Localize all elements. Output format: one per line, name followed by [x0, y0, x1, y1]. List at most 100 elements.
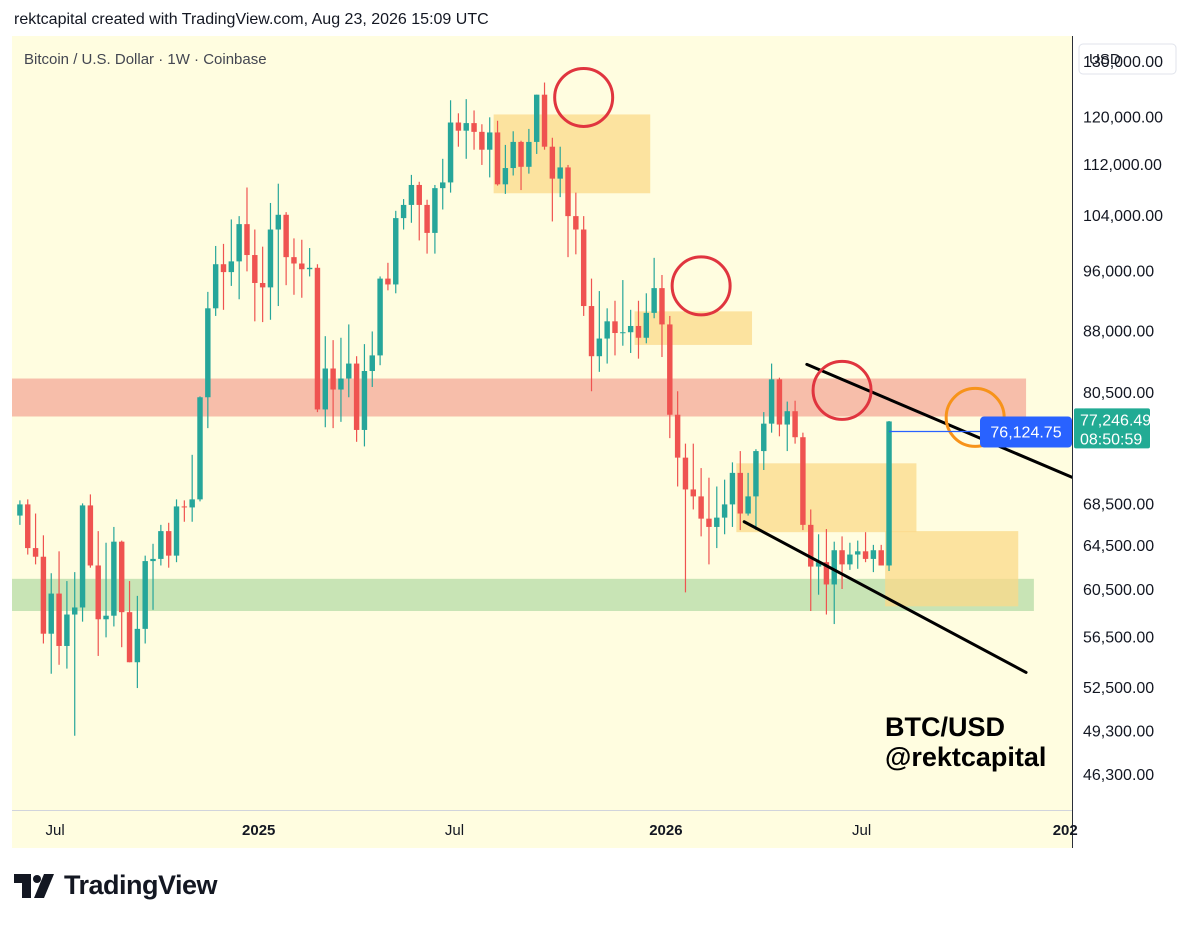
candle-body	[549, 146, 556, 179]
candle	[259, 246, 266, 323]
candle	[776, 377, 783, 437]
candle	[447, 100, 454, 193]
chart-frame[interactable]: Bitcoin / U.S. Dollar · 1W · Coinbase BTC…	[12, 36, 1186, 848]
candle	[64, 581, 70, 669]
candle-body	[886, 421, 892, 566]
candle	[518, 140, 524, 191]
candle-body	[118, 541, 125, 613]
candle-body	[369, 355, 375, 372]
candle-body	[400, 204, 407, 219]
candle	[432, 184, 438, 254]
candle	[886, 420, 892, 572]
candle-body	[283, 214, 289, 258]
candle-body	[878, 550, 884, 566]
candle-body	[205, 308, 211, 398]
candle-body	[526, 141, 532, 167]
candle	[635, 300, 642, 359]
candle	[267, 202, 274, 320]
candle	[322, 336, 328, 428]
candle	[800, 432, 806, 531]
candle	[533, 94, 540, 154]
candle	[721, 479, 728, 535]
candle	[87, 494, 94, 568]
y-tick-label: 52,500.00	[1083, 680, 1154, 697]
candle	[471, 110, 477, 150]
candle-body	[361, 371, 368, 430]
chart-caption: rektcapital created with TradingView.com…	[14, 11, 489, 28]
candle-body	[212, 264, 219, 309]
x-tick-label: Jul	[852, 822, 871, 839]
candle	[306, 248, 313, 277]
candle-body	[753, 451, 759, 497]
candle	[181, 500, 188, 522]
candle	[737, 451, 743, 531]
candle	[620, 280, 626, 346]
candle	[588, 278, 595, 392]
highlight-circle	[811, 359, 873, 421]
candle	[385, 262, 391, 291]
candle-body	[236, 224, 242, 262]
candle-body	[314, 267, 321, 410]
candle	[189, 454, 195, 522]
candle-body	[721, 504, 728, 518]
candle-body	[557, 167, 563, 179]
candle	[674, 391, 681, 487]
candle	[165, 522, 172, 568]
candle	[878, 544, 884, 566]
candle-body	[823, 562, 830, 585]
candle	[839, 536, 845, 589]
candle	[643, 293, 650, 344]
consolidation-box	[493, 114, 651, 194]
candle-body	[604, 321, 610, 339]
candle	[753, 449, 759, 531]
candle-body	[487, 132, 493, 150]
candle-body	[103, 615, 109, 620]
candle	[48, 573, 54, 674]
candle-body	[768, 379, 775, 424]
candle-body	[502, 168, 509, 185]
candle	[612, 300, 618, 356]
trendline	[742, 520, 1028, 674]
tradingview-logo-icon	[14, 873, 54, 898]
candle	[228, 219, 235, 286]
candle-body	[627, 325, 634, 333]
plot-area	[12, 66, 1072, 736]
time-axis-background	[12, 810, 1072, 848]
candle	[502, 144, 509, 194]
candle-body	[674, 414, 681, 458]
candle-body	[800, 437, 806, 525]
candle-body	[48, 593, 54, 634]
candle-body	[377, 278, 383, 356]
candle	[150, 543, 156, 610]
candle-body	[17, 504, 23, 516]
candle	[353, 356, 360, 442]
candle	[557, 146, 563, 198]
candle	[126, 581, 133, 663]
y-tick-label: 88,000.00	[1083, 323, 1154, 340]
consolidation-box	[634, 311, 753, 345]
candle-body	[306, 267, 313, 270]
candle	[815, 534, 822, 595]
candle	[400, 199, 407, 230]
currency-button[interactable]: USD	[1089, 51, 1121, 68]
candle	[17, 500, 23, 525]
candle-body	[150, 558, 156, 562]
candle	[79, 503, 86, 622]
candle-body	[761, 423, 767, 452]
candle-body	[79, 505, 86, 608]
candle	[369, 331, 375, 387]
watermark-line: BTC/USD	[885, 712, 1005, 742]
candle	[244, 187, 250, 272]
candle-body	[565, 167, 571, 217]
candlestick-chart[interactable]: Bitcoin / U.S. Dollar · 1W · Coinbase BTC…	[12, 36, 1186, 848]
candle-body	[330, 368, 336, 390]
candle	[361, 344, 368, 447]
candle-body	[682, 457, 689, 490]
candle	[95, 531, 101, 656]
candle-body	[698, 496, 704, 519]
candle	[56, 551, 62, 665]
resistance-zone	[12, 378, 1027, 417]
candle	[393, 210, 399, 294]
candle	[40, 535, 47, 644]
candle	[424, 199, 430, 254]
